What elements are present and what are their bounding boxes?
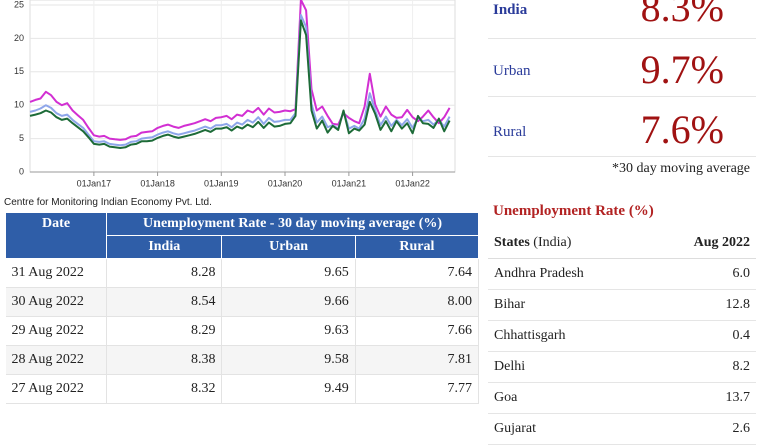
summary-value: 8.3%	[640, 0, 724, 30]
table-cell: Delhi	[488, 351, 649, 383]
x-tick-label: 01Jan19	[204, 178, 239, 188]
table-cell: 8.2	[648, 351, 756, 383]
table-cell: 0.4	[648, 320, 756, 352]
table-cell: 9.49	[221, 374, 356, 404]
summary-label: Urban	[493, 63, 531, 79]
summary-row: Rural 7.6%	[488, 96, 756, 157]
summary-label: Rural	[493, 124, 527, 140]
table-cell: 9.63	[221, 316, 356, 346]
table-cell: 29 Aug 2022	[5, 316, 108, 346]
header-cell: Urban	[221, 235, 356, 259]
y-tick-label: 15	[14, 66, 24, 76]
header-cell: Date	[4, 212, 108, 259]
x-tick-label: 01Jan17	[77, 178, 112, 188]
table-row: 29 Aug 2022 8.29 9.63 7.66	[5, 316, 480, 346]
series-line	[29, 0, 451, 141]
table-row: Goa 13.7	[488, 382, 756, 414]
note: *30 day moving average	[611, 161, 750, 176]
table-cell: 8.38	[106, 345, 223, 375]
header-cell: India	[106, 235, 223, 259]
header-text: (India)	[533, 235, 572, 250]
table-row: 30 Aug 2022 8.54 9.66 8.00	[5, 287, 480, 317]
source: Centre for Monitoring Indian Economy Pvt…	[4, 197, 212, 208]
y-tick-label: 0	[19, 166, 24, 176]
table-cell: 8.54	[106, 287, 223, 317]
table-cell: 9.66	[221, 287, 356, 317]
table-cell: 8.29	[106, 316, 223, 346]
table-cell: 8.32	[106, 374, 223, 404]
table-cell: 30 Aug 2022	[5, 287, 108, 317]
table-cell: 13.7	[648, 382, 756, 414]
header-cell: Rural	[354, 235, 480, 259]
table-cell: 7.64	[355, 258, 480, 288]
table-cell: 7.77	[355, 374, 480, 404]
table-cell: Andhra Pradesh	[488, 258, 649, 290]
daily-table: Date Unemployment Rate - 30 day moving a…	[4, 212, 480, 404]
table-cell: 31 Aug 2022	[5, 258, 108, 288]
summary-row: Urban 9.7%	[488, 38, 756, 97]
header-cell: States (India)	[488, 228, 649, 259]
table-cell: 8.28	[106, 258, 223, 288]
x-tick-label: 01Jan22	[395, 178, 430, 188]
table-row: Andhra Pradesh 6.0	[488, 258, 756, 290]
x-tick-label: 01Jan20	[268, 178, 303, 188]
table-cell: Chhattisgarh	[488, 320, 649, 352]
y-tick-label: 20	[14, 33, 24, 43]
table-cell: 9.65	[221, 258, 356, 288]
summary-value: 9.7%	[640, 47, 724, 92]
series-line	[29, 14, 451, 147]
states-table: States (India) Aug 2022 Andhra Pradesh 6.…	[488, 228, 756, 445]
table-cell: 9.58	[221, 345, 356, 375]
chart: 0 5 10 15 20 25 01Jan17 01Jan18 01Jan19 01Jan20 01…	[14, 0, 456, 188]
table-row: Delhi 8.2	[488, 351, 756, 383]
summary-row: India 8.3%	[488, 0, 756, 39]
x-tick-label: 01Jan18	[140, 178, 175, 188]
header-cell: Unemployment Rate - 30 day moving averag…	[106, 212, 479, 236]
y-tick-label: 10	[14, 100, 24, 110]
series-line	[29, 19, 451, 149]
header-cell: Aug 2022	[648, 228, 756, 259]
table-row: Bihar 12.8	[488, 289, 756, 321]
table-cell: 7.66	[355, 316, 480, 346]
table-row: 28 Aug 2022 8.38 9.58 7.81	[5, 345, 480, 375]
table-cell: 27 Aug 2022	[5, 374, 108, 404]
summary-label: India	[493, 2, 528, 18]
table-cell: 7.81	[355, 345, 480, 375]
table-row: 31 Aug 2022 8.28 9.65 7.64	[5, 258, 480, 288]
table-cell: Bihar	[488, 289, 649, 321]
table-row: 27 Aug 2022 8.32 9.49 7.77	[5, 374, 480, 404]
y-tick-label: 25	[14, 0, 24, 9]
table-cell: 28 Aug 2022	[5, 345, 108, 375]
header-text: States	[494, 235, 530, 250]
y-tick-label: 5	[19, 133, 24, 143]
section-title: Unemployment Rate (%)	[493, 203, 654, 219]
table-row: Chhattisgarh 0.4	[488, 320, 756, 352]
plot-area	[29, 0, 456, 173]
table-cell: 12.8	[648, 289, 756, 321]
table-cell: 6.0	[648, 258, 756, 290]
x-tick-label: 01Jan21	[332, 178, 367, 188]
table-cell: 8.00	[355, 287, 480, 317]
summary-value: 7.6%	[640, 107, 724, 152]
table-cell: Goa	[488, 382, 649, 414]
